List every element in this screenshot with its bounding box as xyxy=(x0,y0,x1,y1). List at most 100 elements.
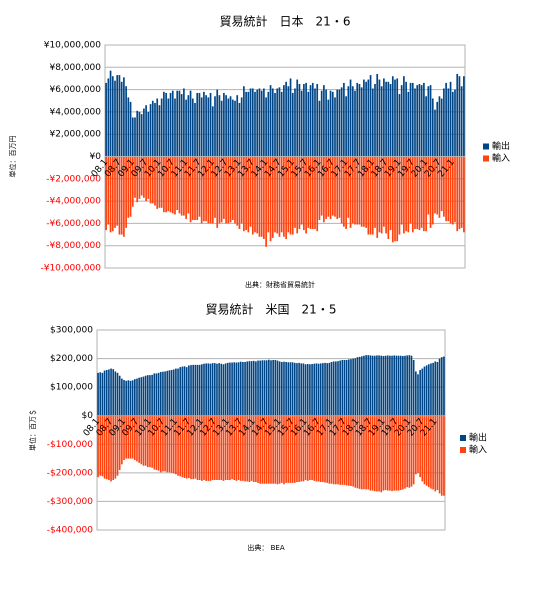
bar xyxy=(207,156,210,224)
bar xyxy=(172,415,175,474)
bar xyxy=(304,415,307,480)
bar xyxy=(174,156,176,215)
bar xyxy=(247,156,250,233)
bar xyxy=(261,415,264,484)
bar xyxy=(440,98,443,157)
bar xyxy=(192,415,195,480)
bar xyxy=(127,97,130,157)
bar xyxy=(172,369,175,416)
bar xyxy=(351,156,354,224)
bar xyxy=(302,363,305,416)
bar xyxy=(460,86,463,157)
bar xyxy=(393,355,396,416)
bar xyxy=(385,81,387,157)
bar xyxy=(354,156,356,225)
bar xyxy=(174,98,176,157)
bar xyxy=(129,380,132,416)
bar xyxy=(341,415,344,485)
bar xyxy=(123,380,125,416)
bar xyxy=(189,90,192,157)
bar xyxy=(330,362,333,416)
bar xyxy=(134,379,136,416)
bar xyxy=(395,415,398,491)
bar xyxy=(168,370,171,416)
bar xyxy=(121,415,123,465)
bar xyxy=(114,371,117,416)
bar xyxy=(194,156,196,221)
bar xyxy=(296,79,299,157)
bar xyxy=(267,156,270,233)
bar xyxy=(127,380,130,416)
bar xyxy=(309,85,312,157)
bar xyxy=(363,156,365,227)
bar xyxy=(242,415,244,481)
bar xyxy=(244,415,246,482)
bar xyxy=(176,156,179,211)
bar xyxy=(294,156,296,228)
bar xyxy=(205,415,207,481)
bar xyxy=(194,102,196,157)
bar xyxy=(430,363,432,416)
bar xyxy=(188,415,190,478)
y-axis-label: 単位：百万＄ xyxy=(28,409,37,451)
y-tick-label: $0 xyxy=(82,411,94,421)
bar xyxy=(358,84,361,157)
bar xyxy=(169,92,172,157)
bar xyxy=(343,82,345,157)
bar xyxy=(200,97,203,157)
bar xyxy=(423,82,425,157)
bar xyxy=(324,362,326,416)
bar xyxy=(248,361,251,416)
bar xyxy=(300,363,303,416)
bar xyxy=(158,156,161,208)
bar xyxy=(376,355,378,416)
bar xyxy=(216,415,218,480)
bar xyxy=(350,359,352,416)
bar xyxy=(185,99,187,157)
bar xyxy=(427,364,430,416)
bar xyxy=(322,415,324,482)
bar xyxy=(209,415,212,481)
bar xyxy=(149,104,152,157)
bar xyxy=(399,415,402,490)
bar xyxy=(138,156,141,199)
bar xyxy=(306,364,309,416)
bar xyxy=(431,156,434,225)
bar xyxy=(403,76,405,157)
bar xyxy=(285,81,287,157)
bar xyxy=(334,156,336,217)
bar xyxy=(233,362,236,416)
bar xyxy=(123,415,125,460)
bar xyxy=(313,363,316,416)
bar xyxy=(358,415,361,489)
bar xyxy=(409,82,412,157)
y-tick-label: ¥2,000,000 xyxy=(49,130,101,140)
bar xyxy=(265,415,268,484)
bar xyxy=(408,415,411,488)
bar xyxy=(179,415,182,477)
bar xyxy=(261,360,264,416)
bar xyxy=(225,156,227,224)
bar xyxy=(252,360,255,416)
bar xyxy=(107,78,110,157)
bar xyxy=(418,156,421,231)
bar xyxy=(131,117,134,157)
bar xyxy=(248,415,251,482)
legend-swatch xyxy=(460,447,466,453)
bar xyxy=(387,156,390,240)
bar xyxy=(223,92,225,157)
bar xyxy=(305,82,307,157)
bar xyxy=(220,100,223,157)
bar xyxy=(411,156,414,233)
bar xyxy=(294,88,296,157)
bar xyxy=(160,98,163,157)
bar xyxy=(246,361,249,416)
bar xyxy=(244,362,246,416)
bar xyxy=(155,415,158,470)
bar xyxy=(145,156,147,202)
bar xyxy=(131,380,134,416)
bar xyxy=(454,156,456,223)
bar xyxy=(330,415,333,484)
bar xyxy=(118,415,121,470)
